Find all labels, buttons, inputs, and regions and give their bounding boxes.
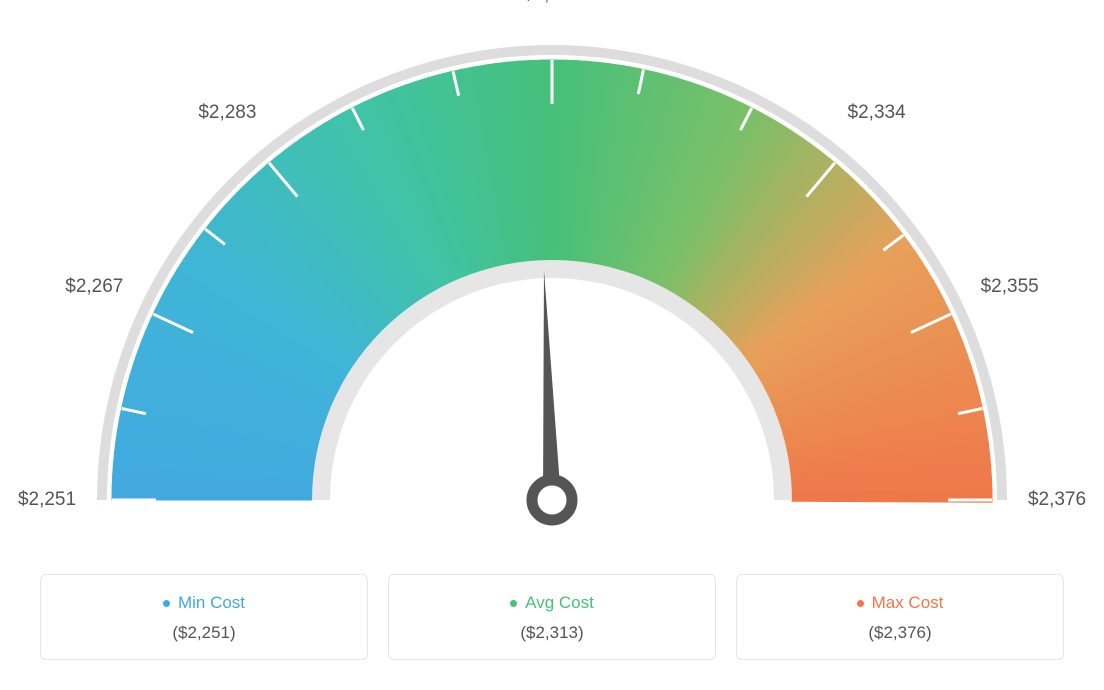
tick-label: $2,334 xyxy=(848,102,906,124)
legend-card-avg: Avg Cost ($2,313) xyxy=(388,574,716,660)
gauge-svg xyxy=(0,0,1104,560)
dot-icon xyxy=(857,600,864,607)
legend-title-text: Min Cost xyxy=(178,593,245,613)
tick-label: $2,355 xyxy=(981,276,1039,298)
tick-label: $2,267 xyxy=(65,276,123,298)
legend-value-avg: ($2,313) xyxy=(409,623,695,643)
tick-label: $2,251 xyxy=(18,489,76,511)
tick-label: $2,313 xyxy=(523,0,581,6)
legend-card-min: Min Cost ($2,251) xyxy=(40,574,368,660)
legend-title-avg: Avg Cost xyxy=(510,593,594,613)
legend-card-max: Max Cost ($2,376) xyxy=(736,574,1064,660)
gauge-area: $2,251 $2,267 $2,283 $2,313 $2,334 $2,355 $2,3… xyxy=(0,0,1104,560)
dot-icon xyxy=(510,600,517,607)
legend-value-max: ($2,376) xyxy=(757,623,1043,643)
legend-value-min: ($2,251) xyxy=(61,623,347,643)
dot-icon xyxy=(163,600,170,607)
tick-label: $2,376 xyxy=(1028,489,1086,511)
tick-label: $2,283 xyxy=(198,102,256,124)
legend-title-max: Max Cost xyxy=(857,593,944,613)
legend-title-min: Min Cost xyxy=(163,593,245,613)
legend-row: Min Cost ($2,251) Avg Cost ($2,313) Max … xyxy=(40,574,1064,660)
legend-title-text: Avg Cost xyxy=(525,593,594,613)
cost-gauge-container: $2,251 $2,267 $2,283 $2,313 $2,334 $2,355 $2,3… xyxy=(0,0,1104,690)
legend-title-text: Max Cost xyxy=(872,593,944,613)
